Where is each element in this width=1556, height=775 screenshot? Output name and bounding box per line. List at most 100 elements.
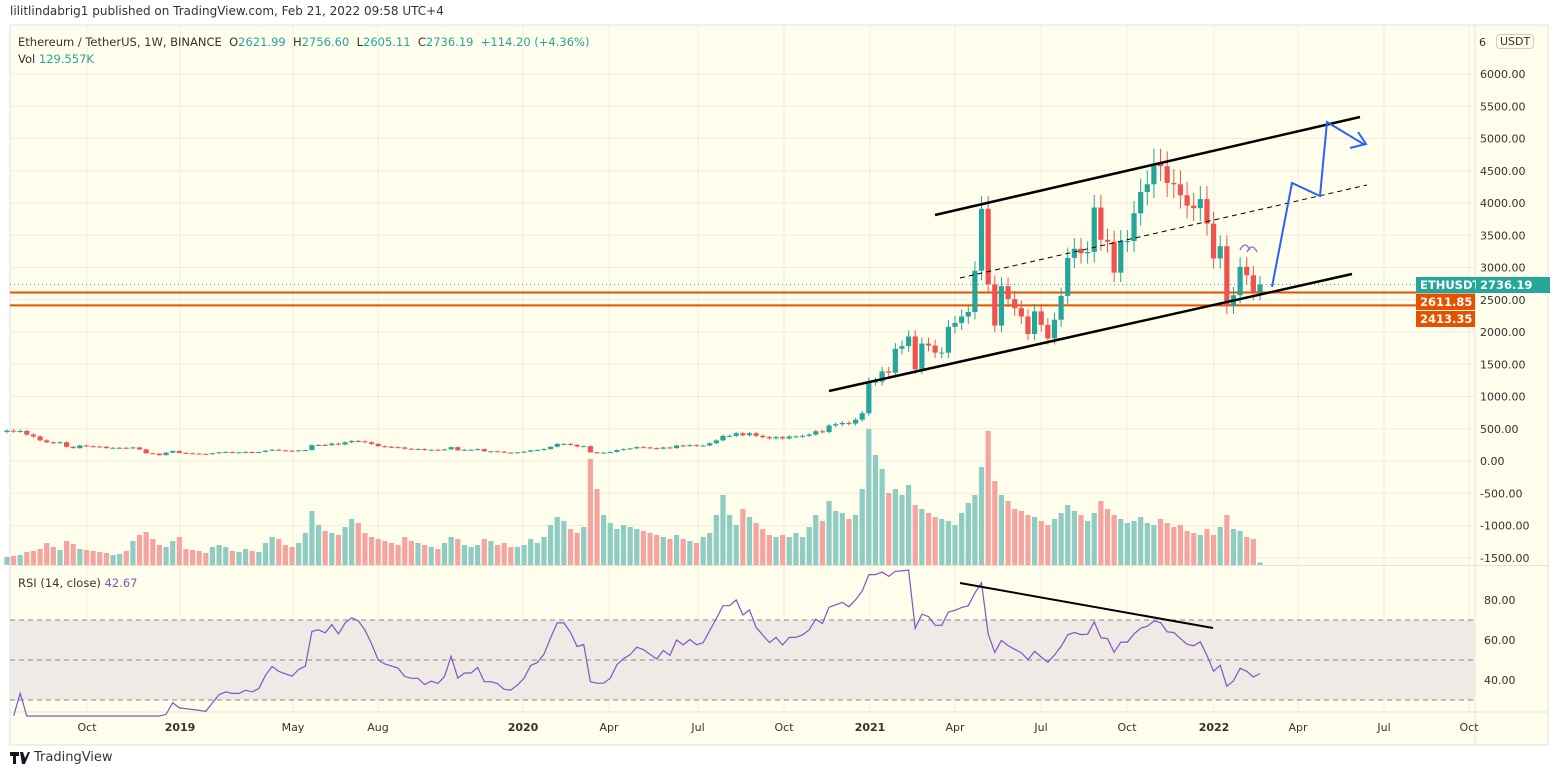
candle-body (196, 453, 202, 455)
candle-body (329, 443, 335, 446)
candle-body (494, 451, 501, 453)
volume-bar (402, 537, 408, 565)
volume-bar (1197, 535, 1203, 565)
candle-body (209, 453, 216, 455)
volume-bar (24, 552, 30, 565)
candle-body (315, 444, 322, 446)
candle-body (30, 434, 37, 437)
candle-body (846, 422, 852, 424)
volume-bar (1018, 511, 1024, 565)
candle-body (143, 449, 149, 454)
volume-bar (561, 521, 567, 565)
candle-body (302, 450, 308, 452)
price-axis-label: 2000.00 (1480, 326, 1526, 339)
candle-body (256, 451, 262, 453)
candle-body (83, 445, 90, 447)
price-axis-label: 5000.00 (1480, 133, 1526, 146)
tradingview-logo[interactable]: TradingView (10, 750, 113, 765)
candle-body (687, 445, 693, 447)
volume-bar (780, 535, 786, 565)
volume-bar (1031, 517, 1038, 565)
volume-bar (939, 519, 945, 565)
candle-body (461, 449, 467, 451)
volume-bar (342, 527, 348, 565)
volume-bar (488, 541, 494, 565)
candle-body (501, 451, 507, 453)
candle-body (309, 445, 315, 451)
candle-body (978, 208, 985, 271)
candle-body (441, 449, 448, 451)
volume-bar (727, 515, 733, 565)
rsi-axis-label: 40.00 (1484, 674, 1516, 687)
candle-body (176, 451, 182, 453)
volume-bar (83, 550, 90, 565)
candle-body (939, 352, 945, 354)
volume-bar (1025, 515, 1031, 565)
volume-bar (1151, 525, 1157, 565)
candle-body (574, 444, 580, 447)
volume-bar (130, 541, 136, 565)
candle-body (1124, 241, 1130, 243)
candle-body (1224, 246, 1230, 307)
volume-bar (620, 525, 627, 565)
time-axis-label: Apr (945, 721, 965, 734)
volume-bar (1191, 533, 1197, 565)
volume-bar (1104, 509, 1111, 565)
volume-bar (660, 537, 666, 565)
projection-arrowhead (1349, 131, 1368, 149)
candle-body (229, 451, 235, 453)
open-value: 2621.99 (238, 35, 286, 49)
candle-body (1025, 316, 1031, 334)
price-axis-label: 1000.00 (1480, 391, 1526, 404)
volume-bar (541, 537, 547, 565)
volume-bar (388, 543, 395, 565)
time-axis-label: 2022 (1199, 721, 1230, 734)
candle-body (183, 452, 189, 454)
candle-body (77, 445, 83, 449)
candle-body (10, 430, 17, 432)
volume-bar (501, 543, 507, 565)
price-axis-label: 1500.00 (1480, 358, 1526, 371)
candle-body (906, 336, 912, 347)
volume-bar (349, 519, 355, 565)
volume-bar (136, 535, 143, 565)
volume-bar (10, 556, 17, 565)
price-axis-label: 2500.00 (1480, 294, 1526, 307)
volume-bar (846, 519, 852, 565)
candle-body (607, 451, 613, 453)
candle-body (912, 336, 918, 370)
candle-body (1065, 257, 1071, 296)
candle-body (269, 449, 275, 451)
volume-bar (249, 551, 255, 565)
candle-body (170, 451, 176, 453)
publish-info: lilitlindabrig1 published on TradingView… (10, 4, 444, 18)
volume-bar (813, 515, 819, 565)
volume-bar (355, 523, 361, 565)
candle-body (123, 447, 129, 449)
currency-badge[interactable]: USDT (1496, 34, 1535, 49)
volume-bar (547, 525, 554, 565)
volume-bar (143, 532, 149, 565)
volume-bar (508, 547, 514, 565)
volume-bar (1058, 513, 1064, 565)
close-value: 2736.19 (425, 35, 474, 49)
candle-body (833, 424, 839, 426)
candle-body (879, 371, 885, 382)
volume-bar (90, 551, 96, 565)
volume-bar (601, 515, 607, 565)
candle-body (1058, 295, 1064, 320)
candle-body (1217, 246, 1223, 259)
candle-body (793, 436, 799, 438)
candle-body (819, 431, 826, 433)
volume-bar (766, 535, 772, 565)
candle-body (534, 450, 540, 452)
candle-body (70, 446, 76, 449)
price-axis-label: 0.00 (1480, 455, 1505, 468)
volume-bar (806, 527, 812, 565)
candle-body (4, 430, 10, 432)
volume-bar (156, 545, 163, 565)
candle-body (103, 446, 109, 449)
candle-body (1018, 308, 1024, 317)
rsi-label: RSI (14, close) (18, 576, 101, 590)
